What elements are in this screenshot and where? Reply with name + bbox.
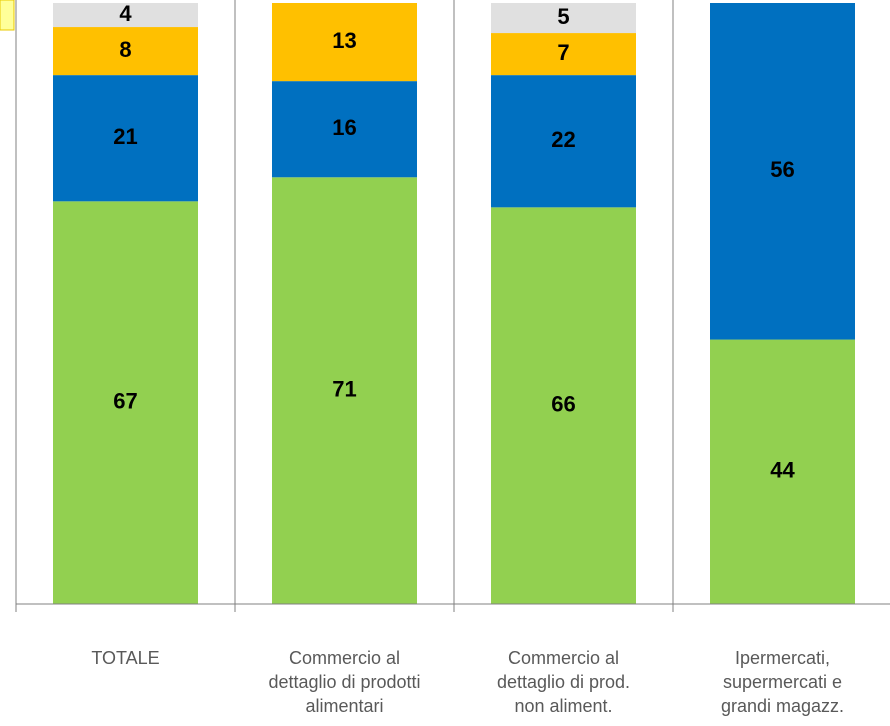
- bar-segment: [272, 177, 417, 605]
- data-label: 16: [332, 115, 356, 140]
- data-label: 7: [557, 40, 569, 65]
- bar-segment: [710, 339, 855, 604]
- bar-segment: [53, 27, 198, 76]
- data-label: 66: [551, 391, 575, 416]
- bar-segment: [53, 75, 198, 202]
- data-label: 71: [332, 376, 356, 401]
- data-label: 13: [332, 28, 356, 53]
- bar-segment: [53, 3, 198, 28]
- bar-segment: [272, 3, 417, 82]
- bar-segment: [53, 201, 198, 604]
- data-label: 5: [557, 4, 569, 29]
- x-tick-label: TOTALE: [91, 648, 160, 668]
- x-tick-label: Commercio al dettaglio di prod. non alim…: [496, 648, 631, 716]
- bar-segment: [491, 75, 636, 208]
- data-label: 44: [770, 458, 795, 483]
- data-label: 4: [119, 1, 132, 26]
- bar-segment: [272, 81, 417, 178]
- data-label: 56: [770, 157, 794, 182]
- data-label: 8: [119, 37, 131, 62]
- x-tick-label: Commercio al dettaglio di prodotti alime…: [268, 648, 421, 716]
- data-label: 22: [551, 127, 575, 152]
- bar-segment: [491, 3, 636, 34]
- legend-fragment: [0, 0, 15, 31]
- bar-segment: [710, 3, 855, 340]
- x-tick-label: Ipermercati, supermercati e grandi magaz…: [720, 648, 845, 716]
- bar-segment: [491, 207, 636, 604]
- data-label: 21: [113, 124, 137, 149]
- bar-segment: [491, 33, 636, 76]
- data-label: 67: [113, 388, 137, 413]
